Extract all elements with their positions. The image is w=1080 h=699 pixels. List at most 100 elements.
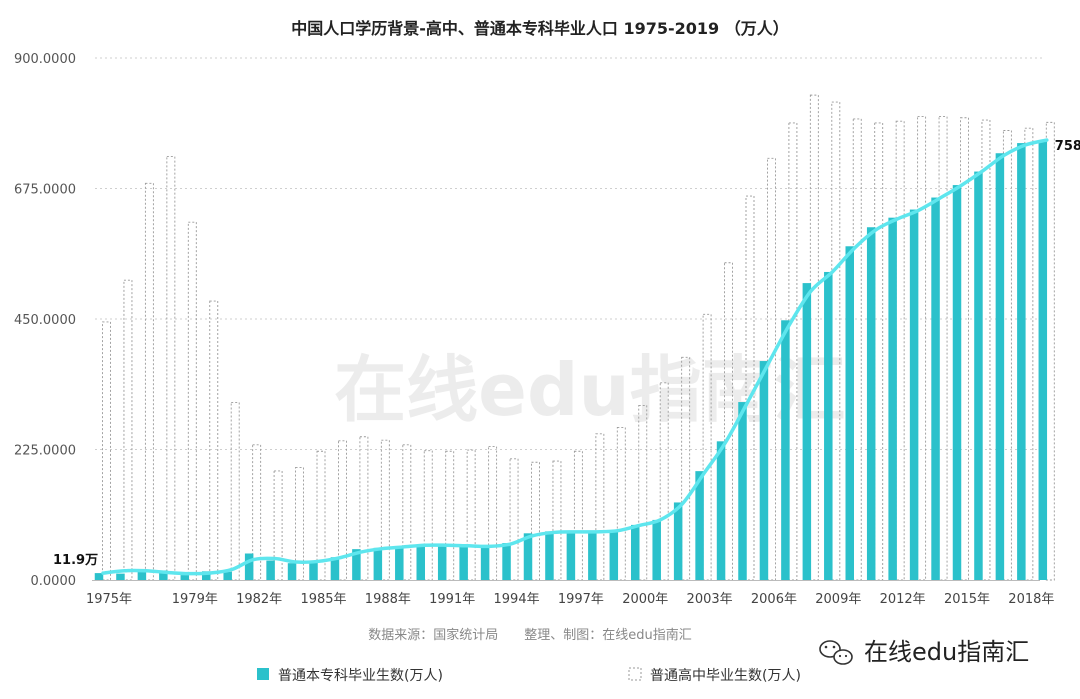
university-bar — [116, 573, 125, 580]
highschool-bar — [423, 450, 433, 581]
university-bar — [137, 568, 147, 580]
legend-label-university: 普通本专科毕业生数(万人) — [278, 668, 443, 684]
university-bar — [824, 271, 833, 580]
legend-swatch-university — [257, 668, 269, 680]
university-bar — [631, 524, 640, 580]
x-axis: 1975年 1979年 1982年 1985年 1988年 1991年 1994年 1997年… — [86, 592, 1054, 607]
highschool-bar — [273, 470, 283, 581]
x-tick-label: 1997年 — [558, 592, 604, 607]
university-bar — [287, 563, 297, 580]
x-tick-label: 2009年 — [815, 592, 861, 607]
university-bar — [352, 549, 361, 580]
highschool-bar — [638, 404, 648, 581]
highschool-bar — [874, 122, 884, 581]
university-bar — [673, 502, 683, 580]
university-bar — [866, 227, 876, 580]
highschool-bar — [445, 450, 455, 581]
legend-swatch-highschool — [628, 667, 642, 681]
x-tick-label: 1979年 — [172, 592, 218, 607]
university-bar — [159, 570, 168, 580]
x-tick-label: 2006年 — [751, 592, 797, 607]
university-bar — [244, 553, 254, 580]
university-bar — [588, 531, 597, 580]
wechat-icon — [819, 640, 853, 665]
highschool-bar — [402, 444, 412, 581]
university-bar — [931, 197, 940, 580]
y-tick-label: 900.0000 — [14, 52, 76, 67]
highschool-bar — [809, 94, 819, 581]
university-bar — [995, 153, 1005, 580]
brand-text: 在线edu指南汇 — [864, 638, 1029, 666]
highschool-bar — [380, 439, 390, 581]
highschool-bar — [745, 195, 755, 581]
university-bar — [416, 544, 425, 580]
x-tick-label: 1975年 — [86, 592, 132, 607]
highschool-bar — [144, 182, 154, 581]
university-bar — [716, 441, 726, 580]
university-bar — [845, 246, 854, 580]
highschool-bar — [187, 221, 197, 581]
highschool-bar — [488, 446, 498, 581]
highschool-bar — [466, 449, 476, 581]
x-tick-label: 2012年 — [880, 592, 926, 607]
university-bar — [94, 573, 104, 580]
highschool-bar — [681, 356, 691, 581]
university-bar — [373, 547, 383, 580]
university-bar — [459, 544, 468, 580]
university-bar — [309, 561, 318, 580]
x-tick-label: 1994年 — [494, 592, 540, 607]
y-tick-label: 675.0000 — [14, 183, 76, 198]
highschool-bar — [359, 436, 369, 581]
highschool-bar — [895, 120, 905, 581]
university-bar — [566, 531, 576, 580]
university-bar — [952, 185, 962, 580]
university-bar — [480, 546, 490, 580]
x-tick-label: 1985年 — [300, 592, 346, 607]
highschool-bar — [831, 101, 841, 581]
highschool-bar — [981, 119, 991, 581]
highschool-bar — [573, 450, 583, 581]
highschool-bar — [616, 427, 626, 581]
x-tick-label: 1988年 — [365, 592, 411, 607]
highschool-bar — [1024, 127, 1034, 581]
source-note: 数据来源：国家统计局 整理、制图：在线edu指南汇 — [368, 627, 692, 643]
university-bar — [1017, 143, 1026, 580]
university-bar — [330, 557, 340, 580]
x-tick-label: 2003年 — [687, 592, 733, 607]
university-bar — [502, 543, 511, 580]
highschool-bar — [531, 461, 540, 581]
university-bar — [781, 320, 790, 580]
highschool-bar — [166, 156, 176, 581]
wechat-brand: 在线edu指南汇 — [819, 638, 1029, 666]
highschool-bar — [1045, 121, 1055, 581]
highschool-bar — [595, 433, 605, 581]
university-bar — [202, 571, 211, 580]
trend-line — [101, 138, 1049, 576]
chart-title: 中国人口学历背景-高中、普通本专科毕业人口 1975-2019 （万人） — [291, 19, 789, 38]
legend-label-highschool: 普通高中毕业生数(万人) — [650, 667, 801, 684]
highschool-bar — [1002, 130, 1012, 581]
highschool-bar — [552, 460, 562, 581]
y-tick-label: 0.0000 — [31, 574, 77, 589]
university-bar — [695, 471, 704, 580]
x-tick-label: 2015年 — [944, 592, 990, 607]
y-tick-label: 450.0000 — [14, 313, 76, 328]
university-bar — [609, 530, 619, 580]
grid-lines — [95, 57, 1045, 450]
university-bar — [437, 544, 447, 580]
highschool-bar — [102, 321, 111, 581]
highschool-bar — [209, 300, 219, 581]
highschool-bar — [252, 444, 262, 581]
highschool-bar — [230, 402, 240, 581]
university-bar — [759, 361, 769, 580]
university-bar — [738, 402, 747, 580]
y-axis: 0.0000 225.0000 450.0000 675.0000 900.0000 — [14, 52, 76, 589]
x-tick-label: 2018年 — [1008, 592, 1054, 607]
highschool-bar — [938, 116, 948, 581]
university-bar — [909, 209, 919, 580]
highschool-bar — [338, 440, 347, 581]
university-bar — [523, 533, 533, 580]
y-tick-label: 225.0000 — [14, 444, 76, 459]
series-university — [94, 140, 1048, 580]
